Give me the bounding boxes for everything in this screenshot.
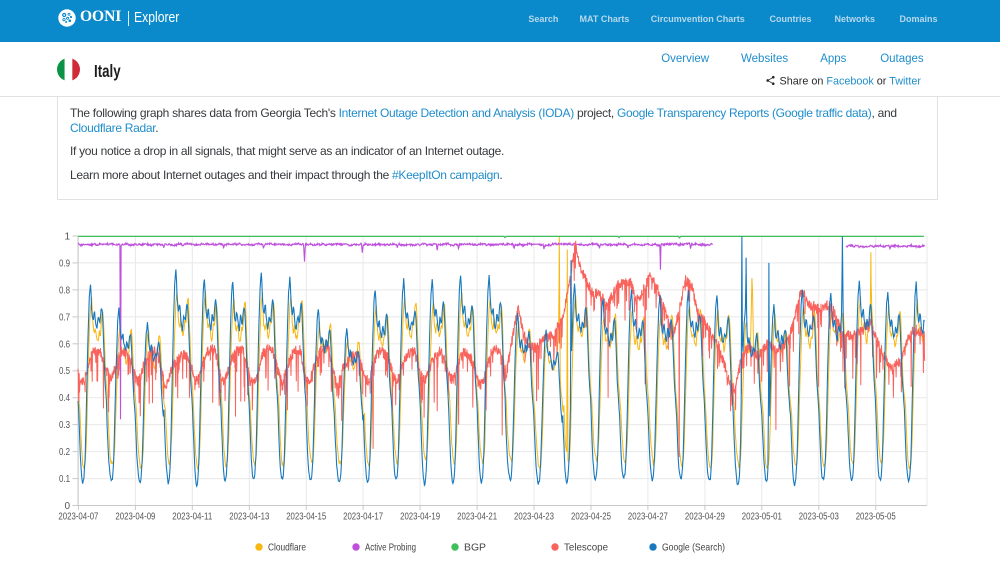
svg-text:2023-04-17: 2023-04-17 [343, 511, 383, 522]
svg-text:2023-05-03: 2023-05-03 [799, 511, 839, 522]
svg-text:2023-04-25: 2023-04-25 [571, 511, 611, 522]
svg-text:0: 0 [64, 501, 70, 512]
svg-text:0.3: 0.3 [59, 420, 70, 431]
svg-text:2023-05-01: 2023-05-01 [742, 511, 782, 522]
svg-text:Active Probing: Active Probing [365, 542, 416, 554]
svg-text:2023-04-23: 2023-04-23 [514, 511, 554, 522]
svg-text:Telescope: Telescope [564, 542, 608, 554]
svg-text:0.7: 0.7 [59, 312, 70, 323]
svg-text:Cloudflare: Cloudflare [268, 542, 306, 554]
svg-text:2023-04-11: 2023-04-11 [172, 511, 212, 522]
svg-text:0.1: 0.1 [59, 474, 70, 485]
svg-text:1: 1 [64, 232, 70, 243]
svg-text:Google (Search): Google (Search) [662, 542, 725, 554]
svg-text:2023-04-07: 2023-04-07 [58, 511, 98, 522]
svg-text:0.9: 0.9 [59, 258, 70, 269]
svg-text:2023-04-15: 2023-04-15 [286, 511, 326, 522]
svg-text:0.2: 0.2 [59, 447, 70, 458]
svg-text:0.6: 0.6 [59, 339, 70, 350]
svg-text:2023-05-05: 2023-05-05 [856, 511, 896, 522]
svg-text:2023-04-09: 2023-04-09 [115, 511, 155, 522]
svg-text:0.4: 0.4 [59, 393, 70, 404]
svg-text:2023-04-19: 2023-04-19 [400, 511, 440, 522]
svg-text:0.5: 0.5 [59, 366, 70, 377]
svg-text:BGP: BGP [464, 542, 486, 554]
svg-text:2023-04-13: 2023-04-13 [229, 511, 269, 522]
svg-text:2023-04-27: 2023-04-27 [628, 511, 668, 522]
svg-text:2023-04-29: 2023-04-29 [685, 511, 725, 522]
svg-text:2023-04-21: 2023-04-21 [457, 511, 497, 522]
svg-text:0.8: 0.8 [59, 285, 70, 296]
